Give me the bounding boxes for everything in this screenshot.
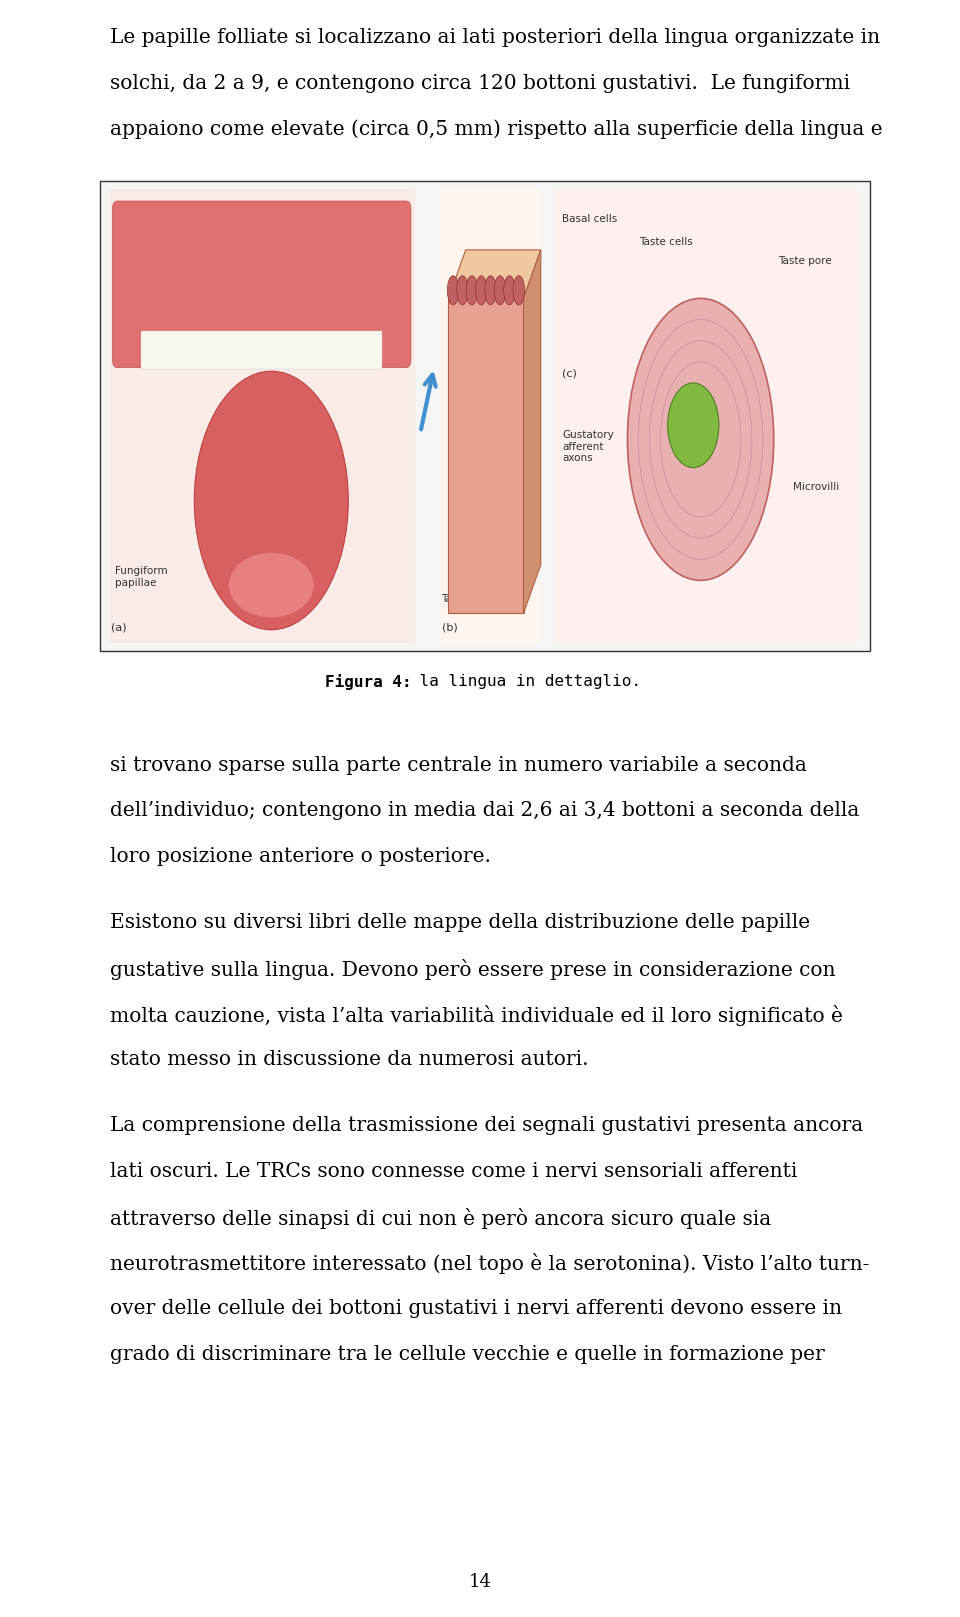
Text: Foliate
papillae: Foliate papillae xyxy=(112,228,154,249)
Text: Taste buds: Taste buds xyxy=(441,595,496,605)
Text: Fungiform
papillae: Fungiform papillae xyxy=(115,566,168,589)
Text: over delle cellule dei bottoni gustativi i nervi afferenti devono essere in: over delle cellule dei bottoni gustativi… xyxy=(110,1298,842,1318)
Text: Le papille folliate si localizzano ai lati posteriori della lingua organizzate i: Le papille folliate si localizzano ai la… xyxy=(110,27,880,47)
Ellipse shape xyxy=(457,277,468,306)
Text: (c): (c) xyxy=(562,369,577,378)
Text: molta cauzione, vista l’alta variabilità individuale ed il loro significato è: molta cauzione, vista l’alta variabilità… xyxy=(110,1004,843,1025)
Ellipse shape xyxy=(475,277,487,306)
Polygon shape xyxy=(448,251,540,299)
Polygon shape xyxy=(448,299,523,613)
Text: Basal cells: Basal cells xyxy=(562,213,617,223)
Text: Vallate
papillae: Vallate papillae xyxy=(207,218,250,239)
FancyBboxPatch shape xyxy=(112,201,411,367)
Text: si trovano sparse sulla parte centrale in numero variabile a seconda: si trovano sparse sulla parte centrale i… xyxy=(110,755,806,775)
Text: grado di discriminare tra le cellule vecchie e quelle in formazione per: grado di discriminare tra le cellule vec… xyxy=(110,1345,825,1363)
Text: Microvilli: Microvilli xyxy=(793,482,839,492)
Text: solchi, da 2 a 9, e contengono circa 120 bottoni gustativi.  Le fungiformi: solchi, da 2 a 9, e contengono circa 120… xyxy=(110,74,851,92)
Text: gustative sulla lingua. Devono però essere prese in considerazione con: gustative sulla lingua. Devono però esse… xyxy=(110,959,835,980)
Text: neurotrasmettitore interessato (nel topo è la serotonina). Visto l’alto turn-: neurotrasmettitore interessato (nel topo… xyxy=(110,1253,870,1274)
Ellipse shape xyxy=(485,277,496,306)
Text: Esistono su diversi libri delle mappe della distribuzione delle papille: Esistono su diversi libri delle mappe de… xyxy=(110,914,810,933)
Text: Synapse: Synapse xyxy=(655,453,699,464)
Text: 14: 14 xyxy=(468,1573,492,1591)
Text: La comprensione della trasmissione dei segnali gustativi presenta ancora: La comprensione della trasmissione dei s… xyxy=(110,1116,863,1135)
Ellipse shape xyxy=(447,277,459,306)
Text: Tongue: Tongue xyxy=(254,595,291,605)
FancyBboxPatch shape xyxy=(439,189,539,644)
Ellipse shape xyxy=(494,277,506,306)
Text: la lingua in dettaglio.: la lingua in dettaglio. xyxy=(410,674,640,689)
Ellipse shape xyxy=(194,372,348,629)
Text: Figura 4:: Figura 4: xyxy=(325,674,412,690)
Ellipse shape xyxy=(628,299,774,581)
FancyBboxPatch shape xyxy=(141,331,382,369)
Polygon shape xyxy=(523,251,540,613)
Text: stato messo in discussione da numerosi autori.: stato messo in discussione da numerosi a… xyxy=(110,1049,588,1069)
Text: loro posizione anteriore o posteriore.: loro posizione anteriore o posteriore. xyxy=(110,847,491,867)
FancyBboxPatch shape xyxy=(109,189,415,644)
Text: dell’individuo; contengono in media dai 2,6 ai 3,4 bottoni a seconda della: dell’individuo; contengono in media dai … xyxy=(110,802,859,820)
Ellipse shape xyxy=(668,383,719,467)
Text: attraverso delle sinapsi di cui non è però ancora sicuro quale sia: attraverso delle sinapsi di cui non è pe… xyxy=(110,1208,771,1229)
Text: (a): (a) xyxy=(110,623,126,632)
Ellipse shape xyxy=(467,277,478,306)
Text: appaiono come elevate (circa 0,5 mm) rispetto alla superficie della lingua e: appaiono come elevate (circa 0,5 mm) ris… xyxy=(110,120,882,139)
Ellipse shape xyxy=(513,277,524,306)
Text: lati oscuri. Le TRCs sono connesse come i nervi sensoriali afferenti: lati oscuri. Le TRCs sono connesse come … xyxy=(110,1163,798,1180)
Text: Taste cells: Taste cells xyxy=(639,238,693,247)
Ellipse shape xyxy=(228,553,314,618)
Bar xyxy=(100,181,870,652)
Text: (b): (b) xyxy=(442,623,457,632)
Text: Taste pore: Taste pore xyxy=(778,255,831,267)
FancyBboxPatch shape xyxy=(554,189,857,644)
Text: Gustatory
afferent
axons: Gustatory afferent axons xyxy=(562,430,613,462)
Ellipse shape xyxy=(504,277,516,306)
